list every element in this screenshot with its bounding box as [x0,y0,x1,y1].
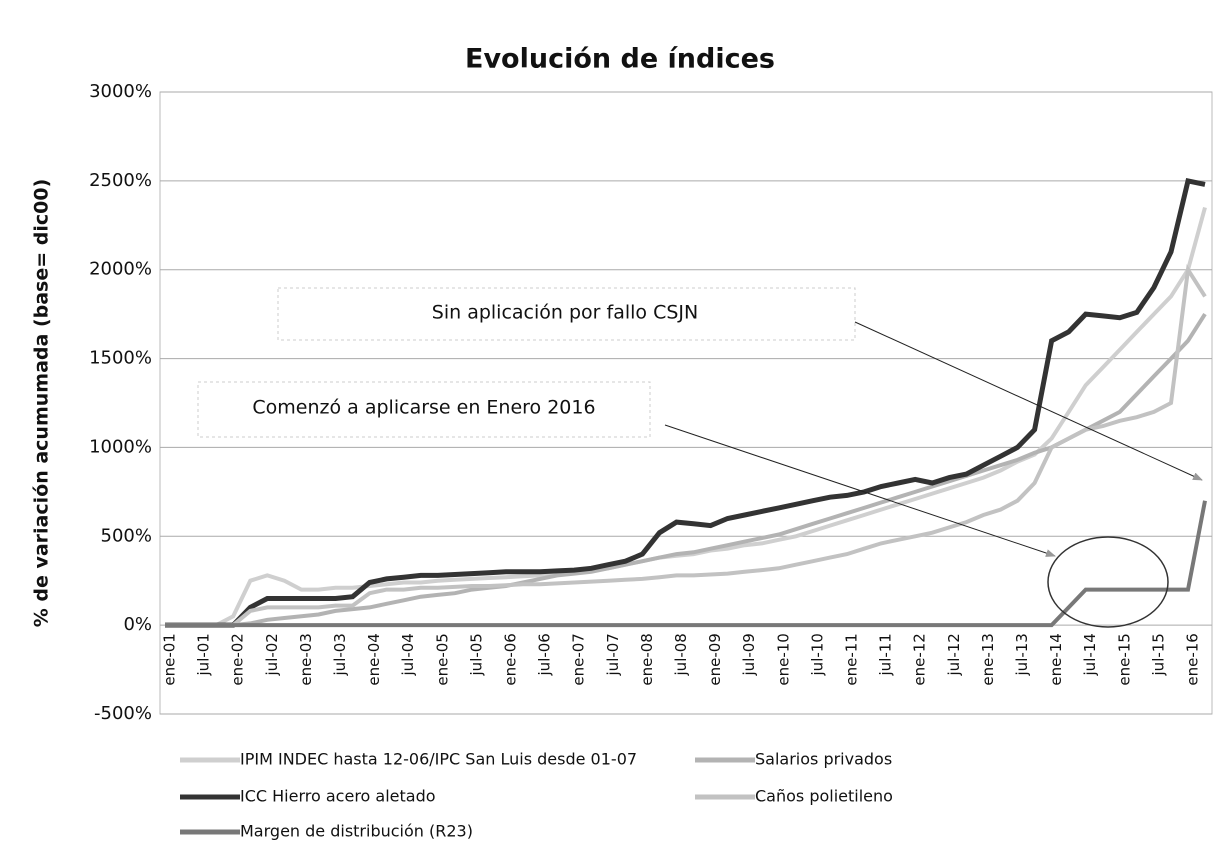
annotation-box [277,287,856,341]
legend-label: IPIM INDEC hasta 12-06/IPC San Luis desd… [240,750,637,769]
y-axis-label: % de variación acumumada (base= dic00) [31,179,53,628]
x-tick-label: ene-11 [843,633,861,685]
x-tick-label: jul-11 [877,633,895,676]
annotation: Comenzó a aplicarse en Enero 2016 [252,397,595,419]
annotation-arrow [854,321,1203,481]
x-tick-label: ene-07 [570,633,588,685]
legend-label: Margen de distribución (R23) [240,822,473,841]
annotation-box [197,381,651,438]
y-tick-label: 2500% [89,170,152,191]
x-tick-label: ene-16 [1184,633,1202,685]
series-line [165,263,1207,628]
x-tick-label: ene-15 [1115,633,1133,685]
legend-label: Caños polietileno [755,787,893,806]
x-tick-label: jul-08 [672,633,690,676]
x-tick-label: ene-09 [706,633,724,685]
plot-area: -500% 0% 500% 1000% 1500% 2000% 2500% 3000% ene-… [89,81,1213,724]
x-tick-label: jul-13 [1013,633,1031,676]
legend-label: ICC Hierro acero aletado [240,787,436,806]
y-tick-label: 3000% [89,81,152,102]
x-tick-label: ene-10 [774,633,792,685]
x-tick-label: ene-02 [229,633,247,685]
x-tick-label: jul-03 [331,633,349,676]
x-tick-label: jul-07 [604,633,622,676]
y-tick-label: 1000% [89,436,152,457]
x-tick-label: jul-10 [808,633,826,676]
y-tick-label: 2000% [89,259,152,280]
y-tick-label: -500% [94,703,152,724]
x-tick-label: jul-09 [740,633,758,676]
legend-label: Salarios privados [755,750,892,769]
x-tick-label: jul-15 [1149,633,1167,676]
x-tick-label: ene-06 [502,633,520,685]
x-tick-label: jul-06 [536,633,554,676]
x-tick-label: jul-04 [399,633,417,676]
x-tick-label: ene-03 [297,633,315,685]
x-tick-label: ene-05 [433,633,451,685]
x-tick-label: jul-05 [467,633,485,676]
x-tick-label: jul-14 [1081,633,1099,676]
annotation: Sin aplicación por fallo CSJN [432,302,698,324]
y-tick-label: 1500% [89,348,152,369]
x-tick-label: jul-02 [263,633,281,676]
y-tick-label: 500% [101,525,152,546]
highlight-ellipse [1047,536,1169,628]
x-tick-label: jul-01 [195,633,213,676]
x-tick-label: ene-12 [911,633,929,685]
series-line [165,500,1207,628]
x-tick-label: ene-14 [1047,633,1065,685]
series-line [165,177,1206,628]
y-tick-label: 0% [123,614,152,635]
series-line [165,313,1207,628]
chart-title: Evolución de índices [465,44,775,75]
x-tick-label: ene-01 [161,633,179,685]
x-tick-label: ene-13 [979,633,997,685]
x-tick-label: ene-04 [365,633,383,685]
x-tick-label: ene-08 [638,633,656,685]
annotation-arrow [664,424,1056,557]
x-tick-label: jul-12 [945,633,963,676]
